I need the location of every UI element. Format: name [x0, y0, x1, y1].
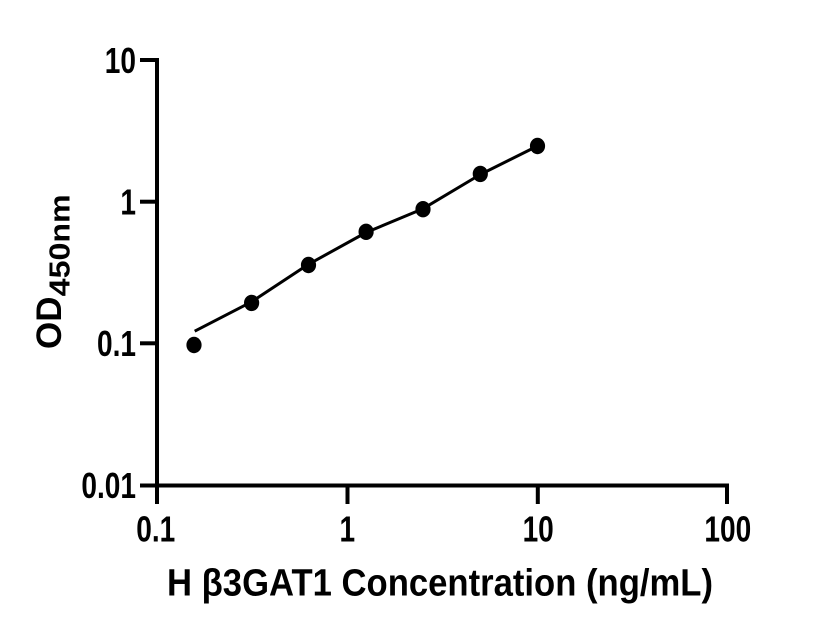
svg-text:0.1: 0.1 — [97, 324, 136, 364]
svg-text:10: 10 — [105, 41, 136, 81]
svg-text:0.1: 0.1 — [136, 509, 175, 549]
svg-text:0.01: 0.01 — [81, 466, 136, 506]
svg-text:450nm: 450nm — [45, 194, 77, 296]
svg-text:OD: OD — [30, 297, 69, 350]
svg-text:H β3GAT1 Concentration (ng/mL): H β3GAT1 Concentration (ng/mL) — [167, 563, 713, 605]
svg-text:1: 1 — [120, 182, 136, 222]
svg-text:10: 10 — [523, 509, 554, 549]
svg-text:1: 1 — [340, 509, 356, 549]
svg-text:100: 100 — [704, 509, 751, 549]
